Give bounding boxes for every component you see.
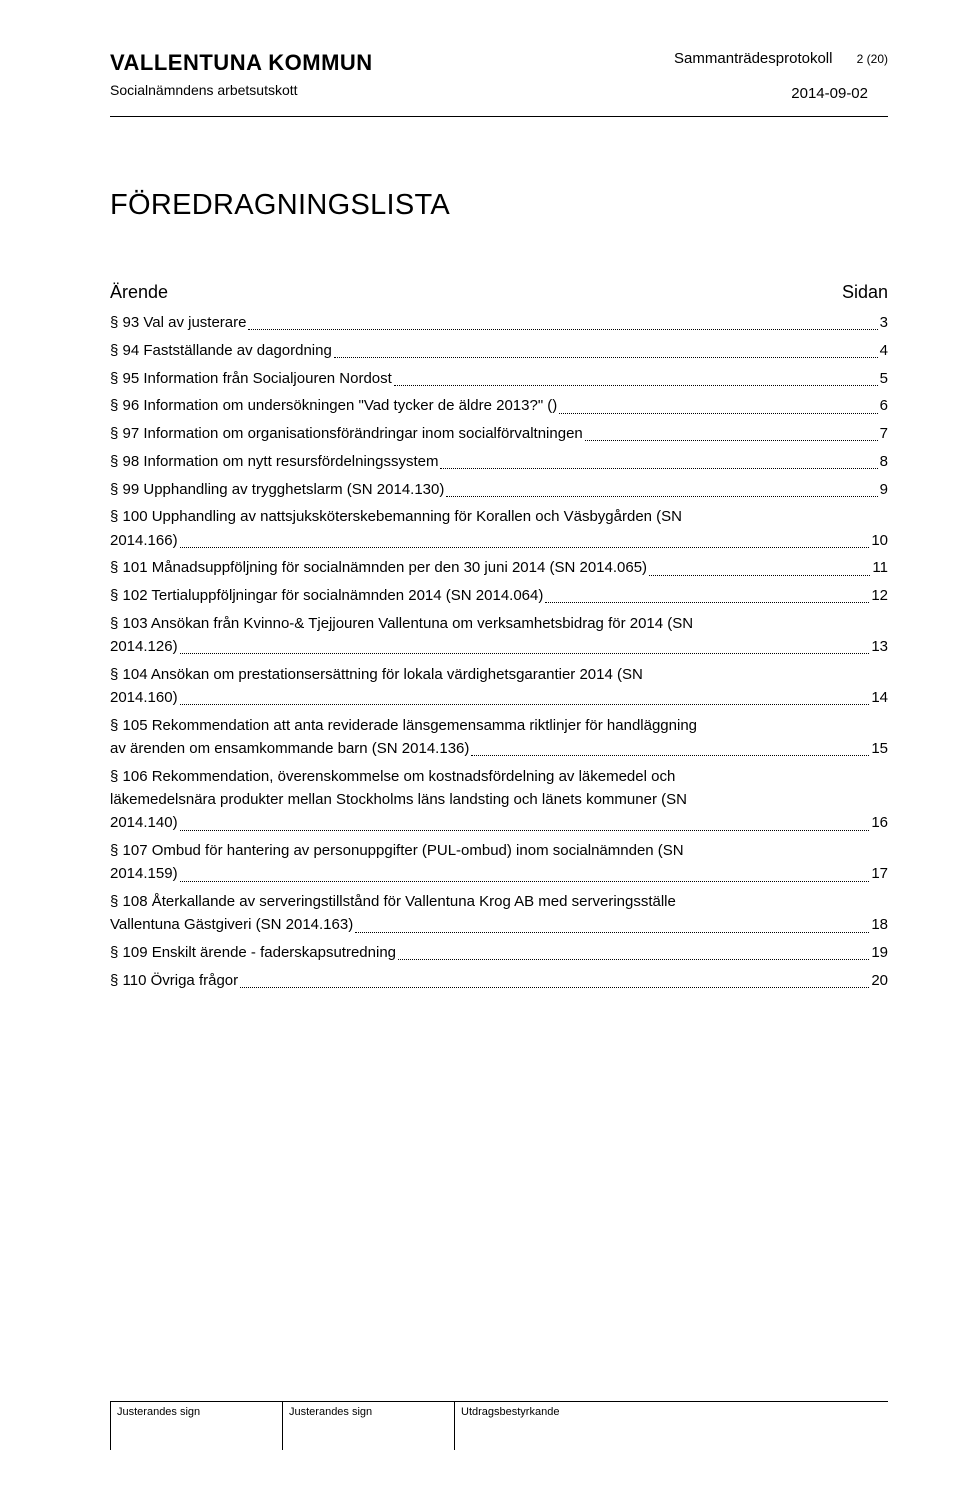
toc-entry-label: § 110 Övriga frågor: [110, 969, 238, 992]
toc-dots: [248, 329, 877, 330]
toc-entry: § 94 Fastställande av dagordning 4: [110, 339, 888, 362]
header-right: Sammanträdesprotokoll 2 (20) 2014-09-02: [674, 50, 888, 102]
toc-dots: [394, 385, 878, 386]
toc-entry-label: § 109 Enskilt ärende - faderskapsutredni…: [110, 941, 396, 964]
toc-dots: [471, 755, 869, 756]
toc-entry: § 101 Månadsuppföljning för socialnämnde…: [110, 556, 888, 579]
toc-entry: § 95 Information från Socialjouren Nordo…: [110, 367, 888, 390]
header-left: VALLENTUNA KOMMUN Socialnämndens arbetsu…: [110, 50, 373, 98]
toc-entry-label: § 99 Upphandling av trygghetslarm (SN 20…: [110, 478, 444, 501]
toc-dots: [355, 932, 869, 933]
page-title: FÖREDRAGNINGSLISTA: [110, 189, 888, 222]
toc-entry-page: 12: [871, 584, 888, 607]
toc-entry-label: 2014.140): [110, 811, 178, 834]
toc-dots: [585, 440, 878, 441]
toc-entry-label: 2014.159): [110, 862, 178, 885]
toc-entry-page: 17: [871, 862, 888, 885]
toc-entry-page: 5: [880, 367, 888, 390]
toc-header: Ärende Sidan: [110, 282, 888, 303]
toc-dots: [334, 357, 878, 358]
toc-entry-page: 15: [871, 737, 888, 760]
toc-entry-label: § 102 Tertialuppföljningar för socialnäm…: [110, 584, 543, 607]
toc-entry-line: § 105 Rekommendation att anta reviderade…: [110, 714, 888, 737]
unit-name: Socialnämndens arbetsutskott: [110, 82, 373, 98]
toc-entry-label: Vallentuna Gästgiveri (SN 2014.163): [110, 913, 353, 936]
toc-dots: [180, 830, 870, 831]
toc-entry-line: läkemedelsnära produkter mellan Stockhol…: [110, 788, 888, 811]
toc-entry-page: 11: [872, 556, 888, 579]
toc-entry-page: 19: [871, 941, 888, 964]
footer-sign-1: Justerandes sign: [110, 1401, 282, 1450]
toc-dots: [180, 547, 870, 548]
toc-entry-page: 16: [871, 811, 888, 834]
toc-entry: § 109 Enskilt ärende - faderskapsutredni…: [110, 941, 888, 964]
toc-dots: [649, 575, 870, 576]
toc-entry-page: 10: [871, 529, 888, 552]
toc-entry-label: 2014.160): [110, 686, 178, 709]
toc-entry: § 110 Övriga frågor 20: [110, 969, 888, 992]
toc-entry-label: § 97 Information om organisationsförändr…: [110, 422, 583, 445]
toc-entry-page: 13: [871, 635, 888, 658]
toc-entry-page: 7: [880, 422, 888, 445]
toc-entry-page: 9: [880, 478, 888, 501]
toc-entry-label: § 94 Fastställande av dagordning: [110, 339, 332, 362]
toc-entry-line: § 103 Ansökan från Kvinno-& Tjejjouren V…: [110, 612, 888, 635]
page-indicator: 2 (20): [857, 52, 888, 66]
toc-list: § 93 Val av justerare 3 § 94 Fastställande…: [110, 311, 888, 992]
toc-entry-line: § 107 Ombud för hantering av personuppgi…: [110, 839, 888, 862]
toc-entry-page: 4: [880, 339, 888, 362]
toc-heading-right: Sidan: [842, 282, 888, 303]
toc-dots: [180, 653, 870, 654]
toc-entry: § 107 Ombud för hantering av personuppgi…: [110, 839, 888, 886]
toc-entry-label: 2014.126): [110, 635, 178, 658]
org-name: VALLENTUNA KOMMUN: [110, 50, 373, 76]
doc-type: Sammanträdesprotokoll: [674, 50, 832, 67]
footer-sign-2: Justerandes sign: [282, 1401, 454, 1450]
toc-entry: § 98 Information om nytt resursfördelnin…: [110, 450, 888, 473]
toc-entry: § 96 Information om undersökningen "Vad …: [110, 394, 888, 417]
toc-entry-label: § 96 Information om undersökningen "Vad …: [110, 394, 557, 417]
toc-entry-line: § 108 Återkallande av serveringstillstån…: [110, 890, 888, 913]
toc-entry: § 105 Rekommendation att anta reviderade…: [110, 714, 888, 761]
toc-entry-page: 20: [871, 969, 888, 992]
page-header: VALLENTUNA KOMMUN Socialnämndens arbetsu…: [110, 50, 888, 102]
header-divider: [110, 116, 888, 117]
toc-entry-page: 8: [880, 450, 888, 473]
toc-entry-line: § 104 Ansökan om prestationsersättning f…: [110, 663, 888, 686]
toc-dots: [398, 959, 869, 960]
footer-verify: Utdragsbestyrkande: [454, 1401, 888, 1450]
page-footer: Justerandes sign Justerandes sign Utdrag…: [110, 1401, 888, 1450]
toc-entry-page: 14: [871, 686, 888, 709]
toc-entry: § 100 Upphandling av nattsjuksköterskebe…: [110, 505, 888, 552]
toc-dots: [545, 602, 869, 603]
toc-entry-page: 6: [880, 394, 888, 417]
toc-dots: [180, 881, 870, 882]
toc-entry-line: § 106 Rekommendation, överenskommelse om…: [110, 765, 888, 788]
toc-entry-label: § 93 Val av justerare: [110, 311, 246, 334]
meeting-date: 2014-09-02: [674, 85, 868, 102]
toc-entry-line: § 100 Upphandling av nattsjuksköterskebe…: [110, 505, 888, 528]
toc-entry: § 104 Ansökan om prestationsersättning f…: [110, 663, 888, 710]
toc-entry: § 93 Val av justerare 3: [110, 311, 888, 334]
toc-entry-label: 2014.166): [110, 529, 178, 552]
toc-entry-label: § 101 Månadsuppföljning för socialnämnde…: [110, 556, 647, 579]
toc-entry-label: § 98 Information om nytt resursfördelnin…: [110, 450, 438, 473]
toc-dots: [440, 468, 877, 469]
toc-heading-left: Ärende: [110, 282, 168, 303]
toc-entry-page: 18: [871, 913, 888, 936]
toc-entry-label: av ärenden om ensamkommande barn (SN 201…: [110, 737, 469, 760]
toc-entry: § 99 Upphandling av trygghetslarm (SN 20…: [110, 478, 888, 501]
toc-entry: § 103 Ansökan från Kvinno-& Tjejjouren V…: [110, 612, 888, 659]
toc-dots: [240, 987, 869, 988]
toc-entry: § 106 Rekommendation, överenskommelse om…: [110, 765, 888, 835]
toc-dots: [446, 496, 877, 497]
toc-entry: § 108 Återkallande av serveringstillstån…: [110, 890, 888, 937]
toc-dots: [180, 704, 870, 705]
toc-entry: § 102 Tertialuppföljningar för socialnäm…: [110, 584, 888, 607]
toc-entry-label: § 95 Information från Socialjouren Nordo…: [110, 367, 392, 390]
toc-entry-page: 3: [880, 311, 888, 334]
toc-dots: [559, 413, 877, 414]
toc-entry: § 97 Information om organisationsförändr…: [110, 422, 888, 445]
